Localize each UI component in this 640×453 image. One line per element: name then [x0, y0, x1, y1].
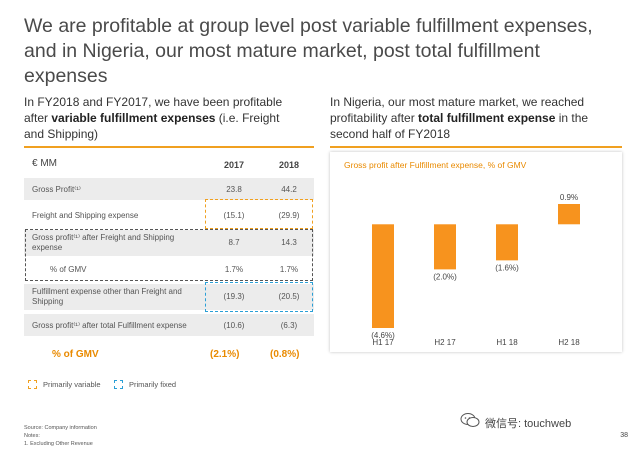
gmv-2017: (2.1%)	[210, 349, 240, 360]
table-row: Fulfillment expense other than Freight a…	[24, 284, 314, 310]
right-subtitle-post: in the second half of FY2018	[330, 111, 589, 141]
gross-profit-highlight-box	[25, 229, 313, 281]
variable-highlight-box	[205, 199, 313, 229]
wechat-icon	[460, 413, 480, 427]
table-row: % of GMV 1.7% 1.7%	[24, 258, 314, 280]
unit-label: € MM	[32, 158, 57, 169]
fixed-highlight-box	[205, 282, 313, 312]
col-2017-header: 2017	[223, 160, 245, 170]
watermark-text: 微信号: touchweb	[485, 418, 572, 430]
left-subtitle-post: (i.e. Freight and Shipping)	[24, 111, 280, 141]
right-subtitle: In Nigeria, our most mature market, we r…	[330, 94, 610, 142]
bar-h1-17	[372, 224, 394, 328]
row-label: Gross profit⁽¹⁾ after total Fulfillment …	[32, 321, 187, 330]
row-label: % of GMV	[50, 265, 87, 274]
category-label: H1 17	[372, 338, 394, 347]
category-label: H1 18	[496, 338, 518, 347]
row-value-2018: 44.2	[281, 185, 297, 194]
row-value-2017: 8.7	[228, 238, 240, 247]
footnote-1: 1. Excluding Other Revenue	[24, 441, 93, 447]
left-subtitle: In FY2018 and FY2017, we have been profi…	[24, 94, 294, 142]
data-label: (1.6%)	[495, 263, 519, 272]
footnote-source: Source: Company information	[24, 425, 97, 431]
row-label: Freight and Shipping expense	[32, 211, 139, 220]
table-header-row: € MM 2017 2018	[24, 158, 314, 172]
row-value-2017: (19.3)	[223, 292, 245, 301]
row-value-2017: (15.1)	[223, 211, 245, 220]
table-row: Gross profit⁽¹⁾ after Freight and Shippi…	[24, 230, 314, 256]
left-divider	[24, 146, 314, 148]
chart-panel: Gross profit after Fulfillment expense, …	[330, 152, 622, 352]
right-subtitle-bold: total fulfillment expense	[418, 111, 556, 125]
row-label: Gross profit⁽¹⁾ after Freight and Shippi…	[32, 233, 175, 252]
page-number: 38	[620, 432, 628, 439]
table-row: Gross Profit⁽¹⁾ 23.8 44.2	[24, 178, 314, 200]
orange-dashed-square-icon	[28, 380, 37, 389]
row-value-2017: 1.7%	[224, 265, 244, 274]
row-label: Gross Profit⁽¹⁾	[32, 185, 81, 194]
blue-dashed-square-icon	[114, 380, 123, 389]
row-value-2017: (10.6)	[223, 321, 245, 330]
left-subtitle-pre: In FY2018 and FY2017, we have been profi…	[24, 95, 283, 125]
right-subtitle-pre: In Nigeria, our most mature market, we r…	[330, 95, 585, 125]
legend-variable-label: Primarily variable	[43, 380, 101, 389]
slide-title: We are profitable at group level post va…	[24, 15, 593, 87]
category-label: H2 18	[558, 338, 580, 347]
col-2018-header: 2018	[278, 160, 300, 170]
gmv-2018: (0.8%)	[270, 349, 300, 360]
bar-h2-17	[434, 224, 456, 270]
financial-table: € MM 2017 2018 Gross Profit⁽¹⁾ 23.8 44.2…	[24, 152, 314, 338]
data-label: 0.9%	[560, 193, 578, 202]
footnote-notes: Notes:	[24, 433, 40, 439]
row-value-2017: 23.8	[226, 185, 242, 194]
row-label: Fulfillment expense other than Freight a…	[32, 287, 182, 306]
row-value-2018: (20.5)	[278, 292, 300, 301]
data-label: (4.6%)	[371, 331, 395, 340]
gross-profit-bar-chart: (4.6%)H1 17 (2.0%) H2 17 (1.6%) H1 18 0.9% H2 …	[371, 193, 580, 347]
category-label: H2 17	[434, 338, 456, 347]
left-subtitle-bold: variable fulfillment expenses	[51, 111, 216, 125]
gmv-label: % of GMV	[52, 349, 99, 360]
data-label: (2.0%)	[433, 272, 457, 281]
table-row: Gross profit⁽¹⁾ after total Fulfillment …	[24, 314, 314, 336]
row-value-2018: (29.9)	[278, 211, 300, 220]
legend-fixed-label: Primarily fixed	[129, 380, 177, 389]
row-value-2018: 14.3	[281, 238, 297, 247]
bar-h1-18	[496, 224, 518, 261]
right-divider	[330, 146, 622, 148]
chart-title: Gross profit after Fulfillment expense, …	[344, 160, 527, 170]
row-value-2018: 1.7%	[279, 265, 299, 274]
bar-h2-18	[558, 204, 580, 225]
gmv-summary-row: % of GMV (2.1%) (0.8%)	[24, 344, 314, 366]
table-row: Freight and Shipping expense (15.1) (29.…	[24, 204, 314, 226]
row-value-2018: (6.3)	[280, 321, 298, 330]
